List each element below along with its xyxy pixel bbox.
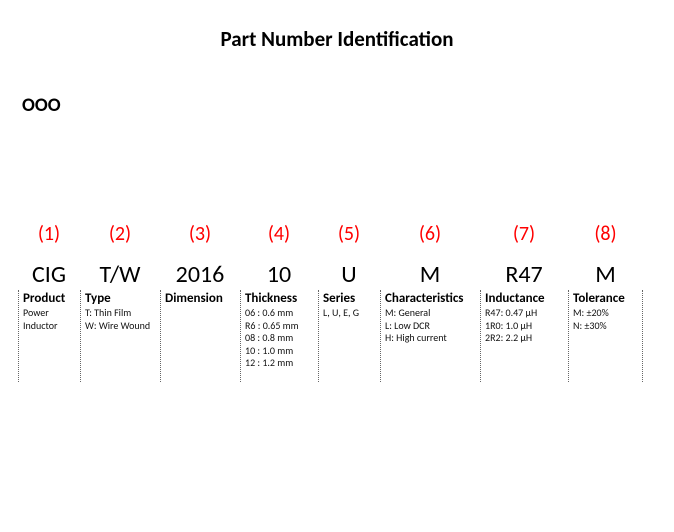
column-subline: R47: 0.47 µH <box>485 307 565 320</box>
column-detail: SeriesL, U, E, G <box>318 290 380 382</box>
column-index: (8) <box>568 222 643 246</box>
column-detail: CharacteristicsM: GeneralL: Low DCRH: Hi… <box>380 290 480 382</box>
column-detail: ProductPowerInductor <box>18 290 80 382</box>
column-code: U <box>318 260 380 289</box>
column-label: Type <box>85 292 157 306</box>
column-subline: Power <box>23 307 77 320</box>
column-detail: Dimension <box>160 290 240 382</box>
column-detail: ToleranceM: ±20%N: ±30% <box>568 290 643 382</box>
column-label: Characteristics <box>385 292 477 306</box>
column-label: Tolerance <box>573 292 639 306</box>
column-label: Thickness <box>245 292 315 306</box>
column-code: M <box>568 260 643 289</box>
column-label: Series <box>323 292 377 306</box>
column-subline: Inductor <box>23 320 77 333</box>
column-subline: T: Thin Film <box>85 307 157 320</box>
column-index: (2) <box>80 222 160 246</box>
column-code: R47 <box>480 260 568 289</box>
column-index: (1) <box>18 222 80 246</box>
column-subline: M: ±20% <box>573 307 639 320</box>
column-index: (5) <box>318 222 380 246</box>
column-subline: H: High current <box>385 332 477 345</box>
column-index: (7) <box>480 222 568 246</box>
column-label: Product <box>23 292 77 306</box>
column-detail: TypeT: Thin FilmW: Wire Wound <box>80 290 160 382</box>
column-detail: InductanceR47: 0.47 µH1R0: 1.0 µH2R2: 2.… <box>480 290 568 382</box>
column-code: 10 <box>240 260 318 289</box>
detail-row: ProductPowerInductorTypeT: Thin FilmW: W… <box>18 290 656 382</box>
column-subline: 2R2: 2.2 µH <box>485 332 565 345</box>
column-subline: N: ±30% <box>573 320 639 333</box>
subhead: OOO <box>22 94 61 117</box>
column-detail: Thickness06 : 0.6 mmR6 : 0.65 mm08 : 0.8… <box>240 290 318 382</box>
column-subline: L, U, E, G <box>323 307 377 320</box>
column-index: (3) <box>160 222 240 246</box>
column-label: Dimension <box>165 292 237 306</box>
column-code: T/W <box>80 260 160 289</box>
column-index: (6) <box>380 222 480 246</box>
column-subline: 12 : 1.2 mm <box>245 357 315 370</box>
page-title: Part Number Identification <box>0 26 674 52</box>
column-subline: M: General <box>385 307 477 320</box>
column-code: M <box>380 260 480 289</box>
column-code: 2016 <box>160 260 240 289</box>
column-code: CIG <box>18 260 80 289</box>
column-subline: W: Wire Wound <box>85 320 157 333</box>
column-subline: 06 : 0.6 mm <box>245 307 315 320</box>
column-subline: 08 : 0.8 mm <box>245 332 315 345</box>
column-index: (4) <box>240 222 318 246</box>
indices-row: (1)(2)(3)(4)(5)(6)(7)(8) <box>18 222 656 246</box>
column-label: Inductance <box>485 292 565 306</box>
codes-row: CIGT/W201610UMR47M <box>18 260 656 289</box>
